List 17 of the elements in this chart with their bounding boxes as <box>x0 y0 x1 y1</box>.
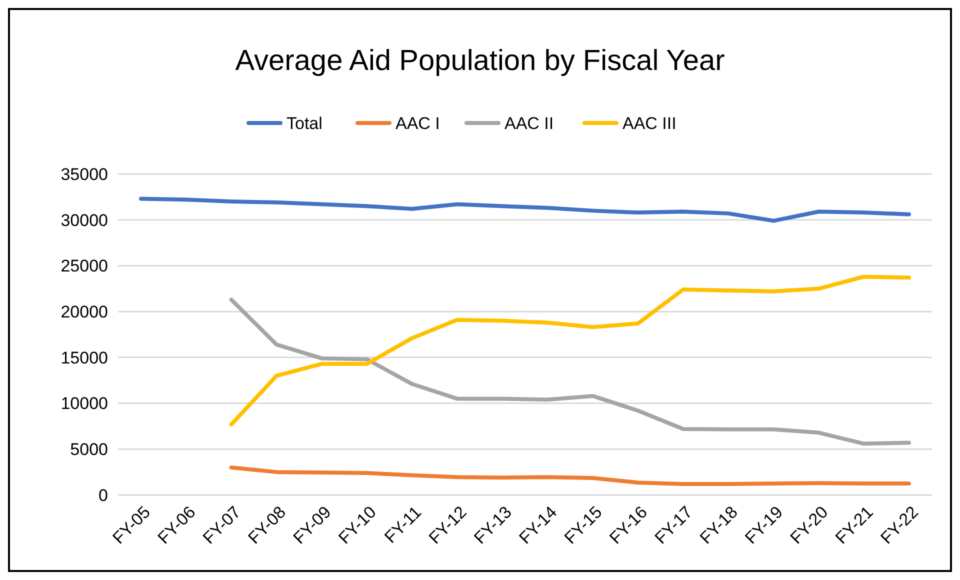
legend-label: AAC II <box>504 114 554 133</box>
line-series <box>229 274 911 426</box>
line-series <box>139 196 911 223</box>
y-tick-label: 0 <box>98 486 108 505</box>
chart-title: Average Aid Population by Fiscal Year <box>235 45 726 77</box>
legend-label: AAC I <box>396 114 440 133</box>
y-tick-label: 25000 <box>60 256 108 276</box>
legend-label: AAC III <box>622 114 676 133</box>
line-series <box>229 465 911 486</box>
y-tick-label: 20000 <box>60 302 108 322</box>
line-series <box>229 298 911 446</box>
legend-label: Total <box>286 114 322 133</box>
y-tick-label: 5000 <box>70 440 108 460</box>
y-tick-label: 10000 <box>60 394 108 414</box>
y-tick-label: 35000 <box>60 164 108 184</box>
y-tick-label: 30000 <box>60 210 108 230</box>
y-tick-label: 15000 <box>60 348 108 368</box>
